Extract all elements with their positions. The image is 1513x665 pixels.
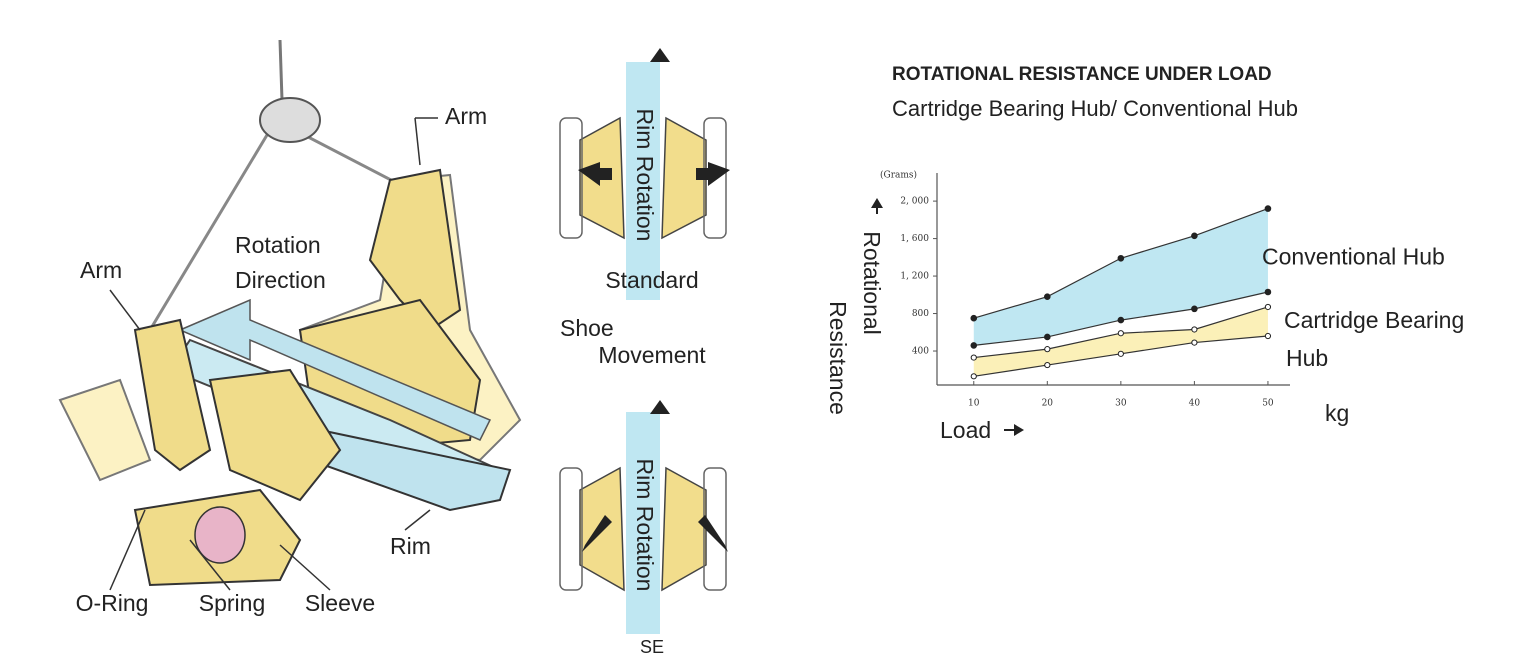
label-rim: Rim <box>390 533 431 559</box>
point <box>1117 350 1124 357</box>
x-tick-label: 50 <box>1262 399 1274 409</box>
y-axis-label: Resistance <box>825 301 851 415</box>
point <box>1117 330 1124 337</box>
brake-illustration <box>58 39 522 591</box>
point <box>970 314 978 322</box>
label-arm: Arm <box>445 103 487 129</box>
label-rotation: Rotation <box>235 232 321 258</box>
point <box>1044 333 1051 341</box>
label-standard: Standard <box>605 267 698 293</box>
point <box>1191 326 1198 333</box>
x-tick-label: 30 <box>1115 399 1127 409</box>
label-shoe: Shoe <box>560 315 614 341</box>
label-sleeve: Sleeve <box>305 590 375 616</box>
label-rim-rotation: Rim Rotation <box>632 459 658 592</box>
x-axis-label: Load <box>940 417 991 443</box>
point <box>970 354 977 361</box>
label-se: SE <box>640 637 664 657</box>
point <box>1044 293 1051 300</box>
point <box>1264 303 1272 311</box>
arrow <box>1014 424 1024 436</box>
point <box>1044 361 1051 369</box>
y-axis-label: Rotational <box>859 231 885 335</box>
point <box>970 373 977 380</box>
point <box>1191 305 1198 313</box>
x-unit: kg <box>1325 400 1349 426</box>
y-unit: (Grams) <box>880 170 917 181</box>
band-fill <box>973 208 1268 346</box>
point <box>1191 232 1198 240</box>
y-tick-label: 1, 600 <box>900 234 929 244</box>
chart-title: ROTATIONAL RESISTANCE UNDER LOAD <box>892 64 1272 85</box>
x-tick-label: 40 <box>1189 399 1201 409</box>
shoe-diagram <box>559 48 730 634</box>
y-tick-label: 1, 200 <box>900 272 929 282</box>
label-arm: Arm <box>80 257 122 283</box>
band-fill <box>973 306 1268 377</box>
label-o-ring: O-Ring <box>76 590 149 616</box>
point <box>1264 205 1272 212</box>
x-tick-label: 10 <box>968 399 980 409</box>
y-tick-label: 800 <box>912 309 929 319</box>
y-tick-label: 400 <box>912 347 929 357</box>
band-label: Cartridge Bearing <box>1284 307 1464 333</box>
label-rotation: Direction <box>235 267 326 293</box>
y-tick-label: 2, 000 <box>900 197 929 207</box>
label-movement: Movement <box>598 342 706 368</box>
label-spring: Spring <box>199 590 265 616</box>
point <box>1191 339 1198 346</box>
band-label: Conventional Hub <box>1262 243 1445 269</box>
arrow <box>871 198 883 208</box>
x-tick-label: 20 <box>1042 399 1054 409</box>
point <box>1117 316 1125 324</box>
point <box>970 342 978 349</box>
point <box>1264 288 1272 296</box>
band-label: Hub <box>1286 345 1328 371</box>
chart-subtitle: Cartridge Bearing Hub/ Conventional Hub <box>892 96 1298 121</box>
point <box>1044 346 1051 353</box>
point <box>1117 254 1125 262</box>
point <box>1264 332 1272 340</box>
label-rim-rotation: Rim Rotation <box>632 109 658 242</box>
